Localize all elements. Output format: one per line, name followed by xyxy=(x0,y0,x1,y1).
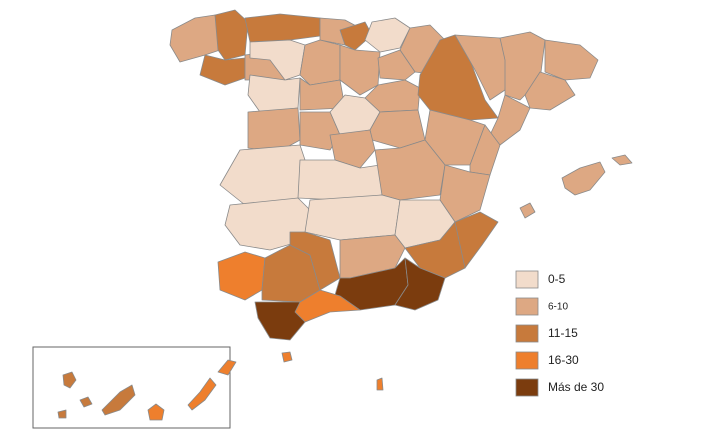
legend-label: 6-10 xyxy=(548,302,568,313)
province xyxy=(561,161,606,196)
province xyxy=(519,202,536,219)
province xyxy=(281,351,293,363)
province xyxy=(364,17,411,53)
legend: 0-5 6-10 11-15 16-30 Más de 30 xyxy=(515,270,604,397)
province xyxy=(219,144,306,206)
province xyxy=(101,384,136,416)
province xyxy=(169,14,221,63)
province xyxy=(217,359,237,376)
legend-swatch xyxy=(515,297,539,316)
province xyxy=(544,39,599,81)
province xyxy=(214,9,249,61)
province xyxy=(489,94,531,146)
canary-islands xyxy=(57,359,237,421)
province xyxy=(217,251,266,301)
province xyxy=(339,44,381,96)
province xyxy=(299,39,341,86)
legend-label: Más de 30 xyxy=(548,380,604,394)
province xyxy=(247,74,301,113)
province xyxy=(289,231,341,291)
province xyxy=(299,77,346,111)
province xyxy=(376,377,384,391)
province xyxy=(394,257,446,311)
province xyxy=(254,301,306,341)
province xyxy=(377,49,416,81)
canarias-box xyxy=(32,346,231,429)
legend-swatch xyxy=(515,324,539,343)
province xyxy=(304,194,401,241)
province xyxy=(79,396,93,408)
province xyxy=(224,197,311,251)
legend-label: 16-30 xyxy=(548,353,579,367)
legend-swatch xyxy=(515,351,539,370)
legend-swatch xyxy=(515,270,539,289)
legend-label: 0-5 xyxy=(548,272,566,286)
province xyxy=(62,371,77,389)
legend-swatch xyxy=(515,378,539,397)
province xyxy=(611,154,633,166)
province xyxy=(249,39,306,81)
legend-label: 11-15 xyxy=(548,326,578,340)
province xyxy=(187,377,217,411)
province xyxy=(199,54,246,86)
province xyxy=(329,129,376,169)
province xyxy=(147,403,165,421)
provinces xyxy=(169,9,633,391)
province xyxy=(297,159,383,201)
province xyxy=(57,409,67,419)
province xyxy=(244,13,321,43)
province xyxy=(524,71,576,111)
province xyxy=(339,21,373,51)
